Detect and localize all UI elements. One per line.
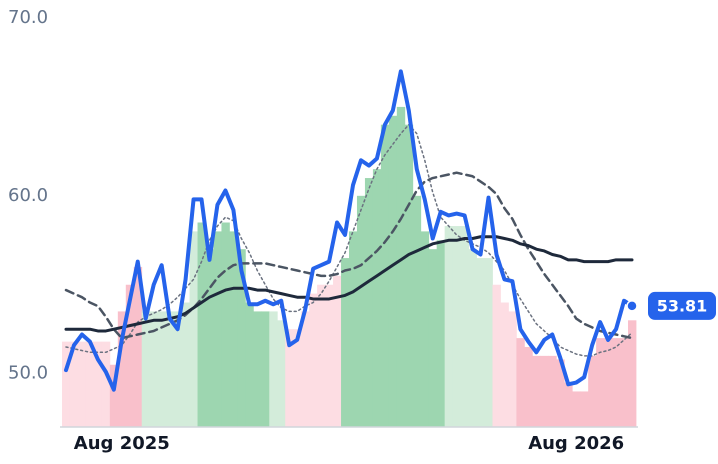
regime-bar <box>420 231 430 427</box>
regime-bar <box>197 222 206 427</box>
regime-bar <box>141 311 151 427</box>
regime-bar <box>516 338 525 427</box>
regime-bar <box>349 231 358 427</box>
regime-bar <box>372 169 382 428</box>
regime-bar <box>261 311 270 427</box>
regime-bar <box>460 226 469 427</box>
regime-bar <box>572 391 581 427</box>
regime-bar <box>524 346 533 427</box>
regime-bar <box>452 226 462 427</box>
regime-bar <box>412 195 422 427</box>
regime-bar <box>205 249 214 427</box>
y-tick-label: 60.0 <box>8 185 48 206</box>
regime-bar <box>62 341 71 427</box>
regime-bar <box>237 249 246 427</box>
regime-bar <box>101 341 111 427</box>
regime-bar <box>293 329 302 427</box>
regime-bar <box>380 124 390 428</box>
regime-bar <box>556 359 565 427</box>
regime-bar <box>213 231 222 427</box>
regime-bar <box>492 284 501 427</box>
regime-bar <box>69 341 79 427</box>
series-line <box>64 235 634 333</box>
regime-bar <box>317 284 326 427</box>
regime-bar <box>93 341 103 427</box>
regime-bar <box>173 311 182 427</box>
regime-bar <box>133 266 143 427</box>
series-line <box>64 171 634 340</box>
regime-bar <box>85 341 95 427</box>
x-tick-label: Aug 2026 <box>528 433 624 454</box>
regime-bar <box>125 284 135 427</box>
regime-bar <box>476 258 485 427</box>
regime-bar <box>444 226 454 427</box>
regime-bar <box>325 284 334 427</box>
regime-bar <box>341 258 350 427</box>
regime-bar <box>388 115 398 427</box>
regime-bar <box>356 195 366 427</box>
regime-bar <box>149 311 159 427</box>
regime-bar <box>333 275 342 427</box>
regime-bar <box>508 311 517 427</box>
series-line <box>65 123 633 357</box>
regime-bar <box>500 302 509 427</box>
regime-bar <box>588 355 597 427</box>
regime-bar <box>540 355 549 427</box>
regime-bar <box>436 240 446 427</box>
regime-bar <box>309 293 318 427</box>
regime-bar <box>301 311 310 427</box>
regime-bar <box>117 311 127 427</box>
regime-bar <box>564 382 573 427</box>
regime-bar <box>396 106 406 428</box>
regime-bar <box>109 364 119 427</box>
last-point <box>626 300 638 312</box>
y-tick-label: 50.0 <box>8 363 48 384</box>
regime-bar <box>548 355 557 427</box>
regime-bar <box>245 302 254 427</box>
regime-bar <box>165 311 175 427</box>
regime-bar <box>612 338 621 427</box>
regime-bar <box>77 341 87 427</box>
series-line <box>64 69 634 392</box>
regime-bar <box>484 258 493 427</box>
regime-bar <box>404 124 414 428</box>
regime-bar <box>253 311 262 427</box>
regime-bar <box>468 249 477 427</box>
regime-bar <box>604 338 613 427</box>
regime-bar <box>428 249 438 427</box>
regime-bar <box>285 329 294 427</box>
x-tick-label: Aug 2025 <box>74 433 170 454</box>
regime-bar <box>269 311 278 427</box>
regime-bar <box>620 338 629 427</box>
regime-bar <box>580 391 589 427</box>
regime-bar <box>221 222 230 427</box>
regime-bar <box>229 231 238 427</box>
regime-bar <box>364 178 374 427</box>
price-badge <box>648 291 716 320</box>
regime-bar <box>628 320 637 427</box>
regime-bar <box>157 311 167 427</box>
regime-bar <box>596 338 605 427</box>
regime-bar <box>181 302 190 427</box>
price-badge-label: 53.81 <box>657 296 708 315</box>
regime-bar <box>532 355 541 427</box>
y-tick-label: 70.0 <box>8 7 48 28</box>
regime-bar <box>189 231 198 427</box>
regime-bar <box>277 320 286 427</box>
